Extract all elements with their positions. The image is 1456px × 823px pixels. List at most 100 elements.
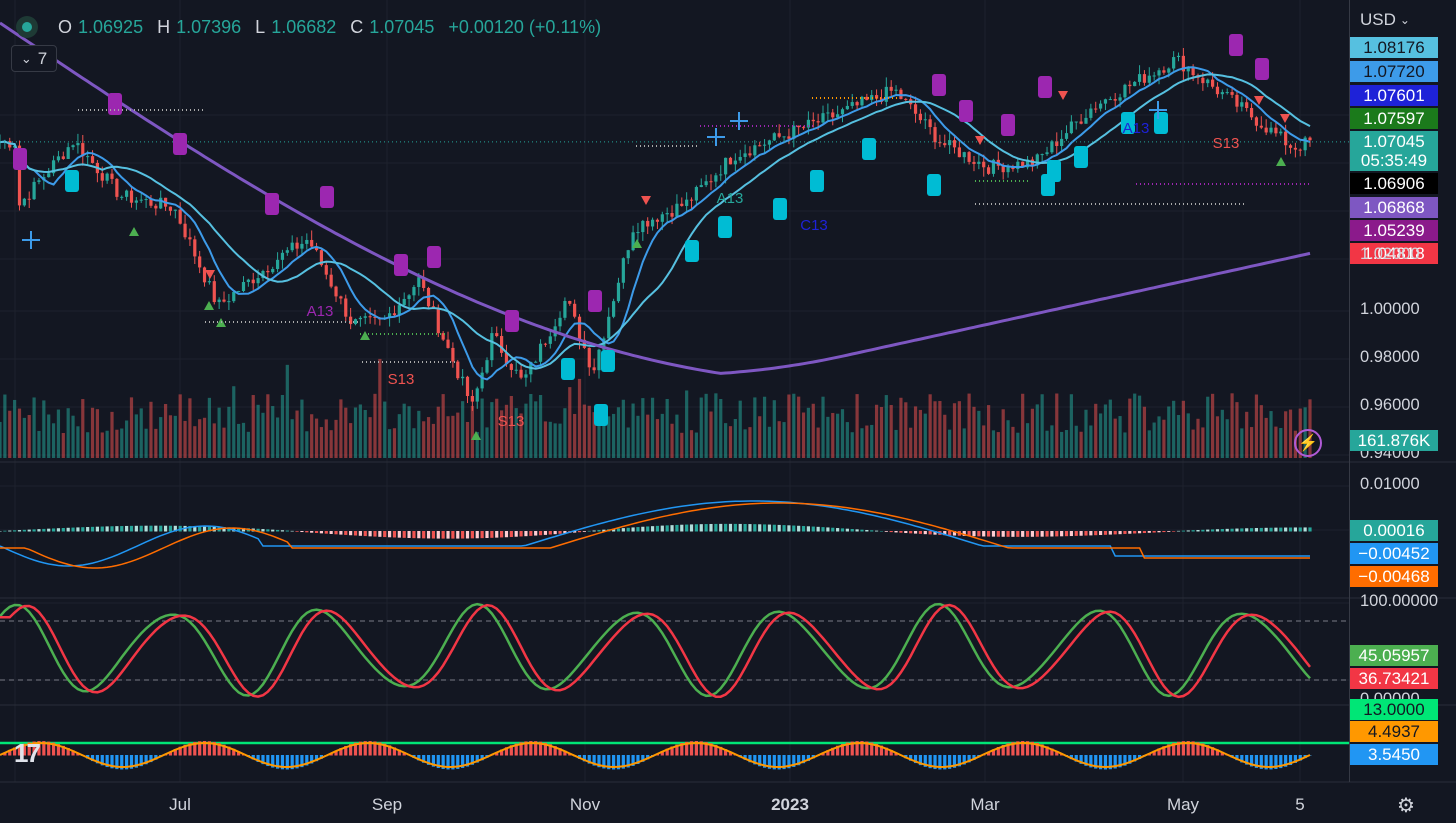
volume-bar: [499, 410, 504, 458]
macd-hist-bar: [1284, 527, 1288, 532]
macd-hist-bar: [1089, 531, 1093, 536]
macd-line: [0, 500, 1310, 567]
candle-body: [1103, 99, 1108, 104]
osc-hist-bar: [188, 743, 192, 756]
volume-bar: [129, 397, 134, 458]
sell-setup-marker: [394, 254, 408, 276]
indicator-count: 7: [37, 48, 48, 68]
volume-bar: [509, 396, 513, 458]
macd-hist-bar: [1094, 531, 1098, 536]
volume-bar: [548, 421, 552, 458]
change-value: +0.00120 (+0.11%): [448, 16, 602, 37]
macd-hist-bar: [602, 529, 606, 532]
currency-selector[interactable]: USD ⌄: [1360, 10, 1410, 30]
volume-bar: [719, 399, 723, 458]
volume-bar: [670, 423, 674, 458]
macd-hist-bar: [923, 531, 927, 535]
osc-hist-bar: [441, 755, 445, 769]
ema-line: [0, 66, 1311, 381]
sell-setup-marker: [932, 74, 946, 96]
macd-hist-bar: [728, 523, 733, 532]
volume-bar: [71, 415, 75, 458]
macd-hist-bar: [120, 526, 124, 532]
volume-bar: [514, 408, 518, 458]
volume-bar: [368, 417, 372, 458]
macd-hist-bar: [694, 524, 698, 532]
osc-hist-bar: [1191, 741, 1195, 756]
macd-hist-bar: [636, 527, 640, 532]
volume-bar: [553, 423, 557, 458]
macd-hist-bar: [514, 531, 518, 537]
volume-bar: [860, 428, 864, 458]
osc-hist-bar: [475, 755, 479, 763]
volume-bar: [1249, 427, 1254, 458]
td-count-label: A13: [1123, 120, 1150, 137]
price-tag: 1.07601: [1350, 85, 1438, 106]
plus-marker: [707, 128, 725, 146]
volume-bar: [1269, 411, 1273, 458]
macd-hist-bar: [392, 531, 397, 538]
macd-hist-bar: [480, 531, 484, 539]
macd-hist-bar: [865, 529, 869, 532]
candle-body: [797, 125, 801, 128]
volume-bar: [923, 413, 927, 458]
volume-bar: [621, 399, 625, 458]
osc-hist-bar: [222, 744, 226, 756]
macd-hist-bar: [86, 527, 90, 532]
candle-body: [188, 237, 192, 240]
macd-hist-bar: [222, 527, 226, 532]
osc-hist-bar: [534, 741, 538, 756]
volume-bar: [290, 419, 294, 458]
volume-bar: [1186, 413, 1190, 458]
macd-hist-bar: [1211, 529, 1215, 532]
macd-hist-bar: [977, 531, 981, 537]
sell-setup-marker: [1001, 114, 1015, 136]
candle-body: [27, 198, 31, 200]
volume-bar: [373, 393, 377, 458]
osc-hist-bar: [305, 755, 309, 766]
macd-hist-bar: [1128, 531, 1132, 534]
volume-bar: [412, 428, 416, 458]
time-axis-label: 2023: [771, 795, 809, 814]
candle-body: [787, 136, 791, 139]
candle-body: [831, 112, 835, 118]
candle-body: [465, 376, 470, 397]
macd-hist-bar: [402, 531, 406, 538]
volume-bar: [344, 407, 348, 458]
volume-bar: [1157, 416, 1161, 458]
candle-body: [402, 298, 406, 306]
volume-bar: [811, 403, 815, 458]
macd-hist-bar: [519, 531, 523, 537]
macd-hist-bar: [349, 531, 353, 536]
osc-hist-bar: [787, 755, 791, 769]
macd-hist-bar: [782, 525, 786, 532]
candle-body: [1069, 121, 1073, 134]
volume-bar: [704, 393, 708, 458]
osc-hist-bar: [928, 755, 932, 769]
osc-hist-bar: [1123, 755, 1127, 766]
buy-setup-marker: [1154, 112, 1168, 134]
osc-hist-bar: [806, 755, 811, 761]
volume-bar: [378, 358, 382, 458]
volume-bar: [777, 421, 781, 458]
candle-body: [266, 270, 270, 273]
candle-body: [918, 113, 923, 121]
time-axis-label: Sep: [371, 795, 403, 814]
candle-body: [782, 136, 786, 138]
volume-bar: [280, 395, 285, 458]
tradingview-logo[interactable]: 17: [14, 738, 41, 768]
osc-hist-bar: [261, 755, 265, 765]
volume-bar: [597, 424, 601, 458]
osc-hist-bar: [1181, 741, 1185, 756]
osc-hist-bar: [461, 755, 465, 768]
lightning-icon[interactable]: ⚡: [1294, 429, 1322, 457]
osc-hist-bar: [529, 741, 533, 756]
macd-hist-bar: [874, 530, 879, 532]
osc-hist-bar: [115, 755, 119, 770]
sma-line: [0, 73, 1311, 370]
candle-body: [816, 121, 820, 123]
stoch-tag: 36.73421: [1350, 668, 1438, 689]
indicators-toggle-button[interactable]: ⌄ 7: [11, 45, 57, 72]
gear-icon[interactable]: ⚙: [1397, 794, 1415, 817]
